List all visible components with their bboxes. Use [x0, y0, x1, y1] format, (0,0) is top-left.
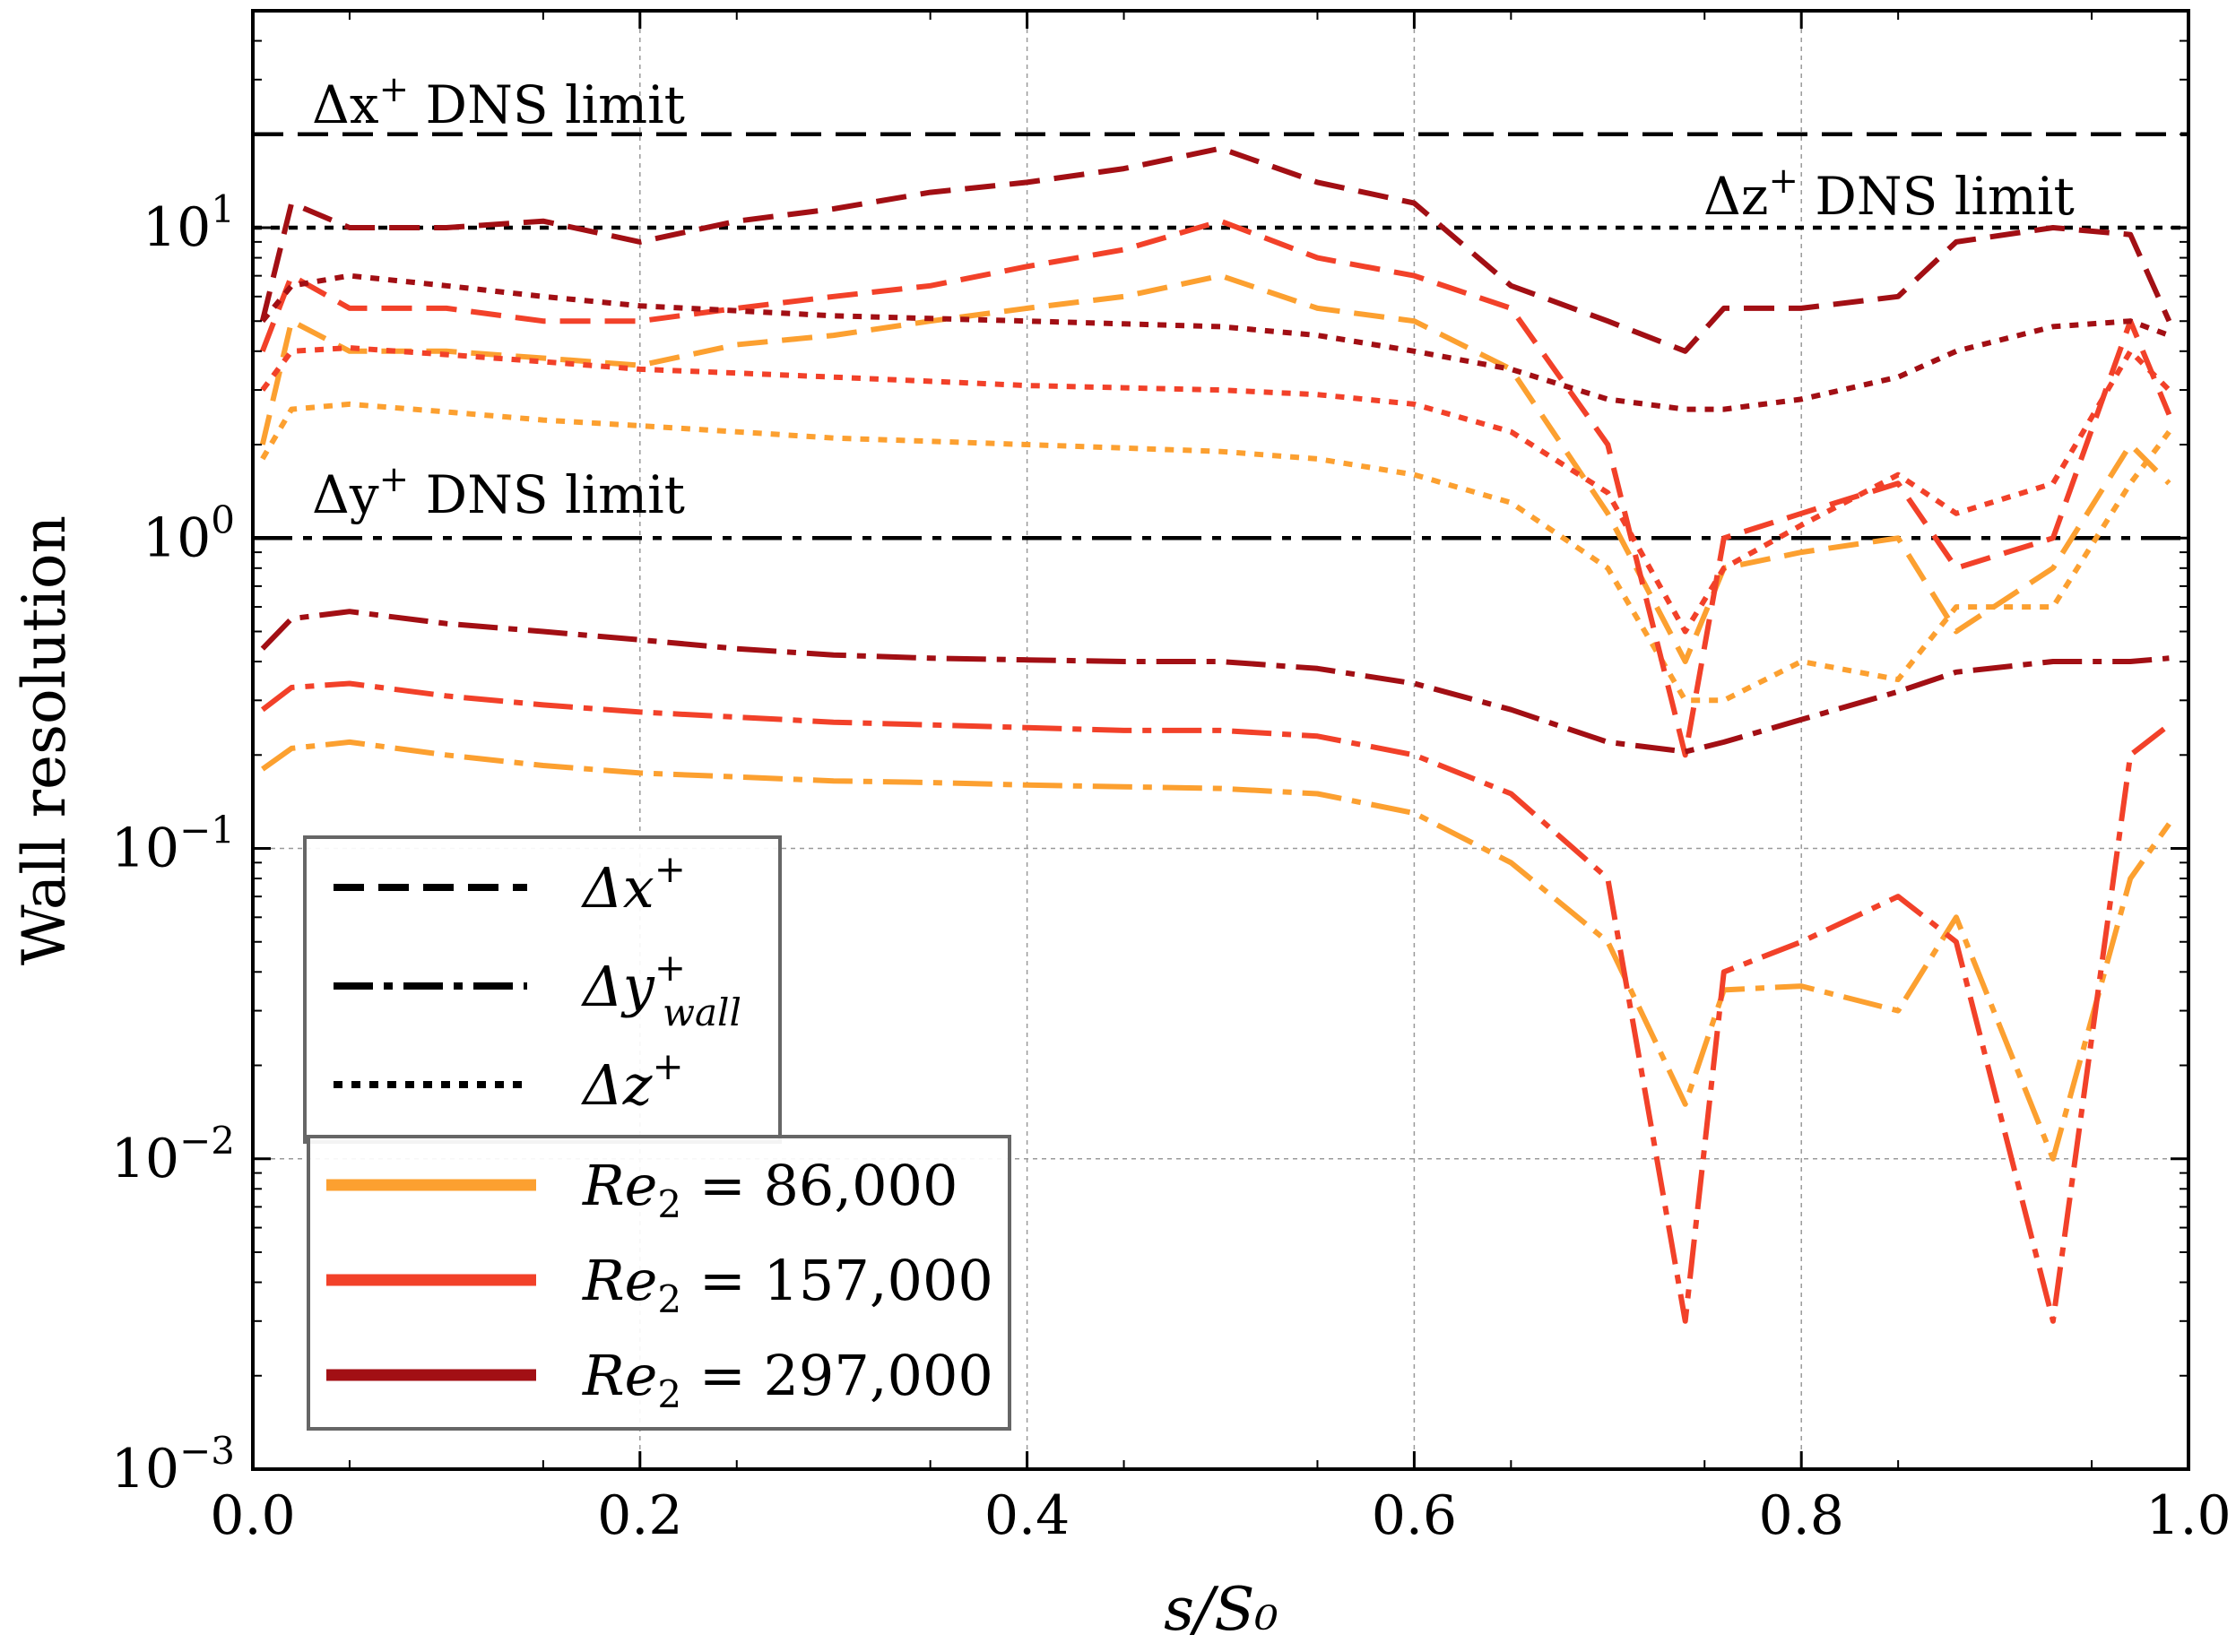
reference-lines	[253, 132, 2188, 541]
y-tick-label: 100	[143, 497, 235, 569]
series-line-dx-3	[259, 145, 2172, 354]
legend-style-label: Δy+ wall	[581, 946, 741, 1034]
legend-style-label: Δz+	[581, 1044, 684, 1118]
series-lines	[259, 145, 2172, 1324]
series-line-dy-3	[260, 609, 2170, 755]
x-tick-label: 0.6	[1372, 1484, 1457, 1547]
series-line-dz-2	[260, 345, 2171, 635]
annotation-dz-limit: Δz+ DNS limit	[1703, 160, 2075, 227]
legend-series-label: Re2 = 157,000	[582, 1248, 993, 1321]
plot-frame	[251, 9, 2190, 1471]
series-line-dx-2	[260, 218, 2172, 758]
axis-ticks	[251, 10, 2190, 1471]
y-tick-label: 101	[143, 187, 235, 259]
x-tick-label: 0.2	[597, 1484, 682, 1547]
y-tick-label: 10−3	[111, 1429, 235, 1501]
x-tick-label: 0.8	[1758, 1484, 1843, 1547]
x-tick-labels: 0.0 0.2 0.4 0.6 0.8 1.0	[210, 1484, 2231, 1547]
annotation-dy-limit: Δy+ DNS limit	[312, 459, 685, 525]
legend-series-label: Re2 = 297,000	[582, 1343, 993, 1416]
y-tick-labels: 10−3 10−2 10−1 100 101	[111, 187, 235, 1501]
series-line-dx-1	[259, 272, 2171, 664]
y-axis-title: Wall resolution	[10, 515, 79, 965]
series-line-dz-3	[260, 272, 2171, 412]
x-axis-title: s/S₀	[1164, 1575, 1278, 1644]
series-line-dy-2	[260, 680, 2171, 1324]
x-tick-label: 0.0	[210, 1484, 295, 1547]
y-tick-label: 10−1	[111, 809, 235, 880]
legend-series-label: Re2 = 86,000	[582, 1153, 958, 1226]
legend-box-styles	[303, 835, 782, 1144]
legend: Δx+ Δy+ wall Δz+ Re2 = 86,000 Re2 = 157,000 Re…	[303, 835, 1011, 1431]
limit-annotations: Δx+ DNS limit Δz+ DNS limit Δy+ DNS limi…	[312, 69, 2075, 525]
series-line-dz-1	[260, 401, 2171, 704]
annotation-dx-limit: Δx+ DNS limit	[312, 69, 685, 135]
series-line-dy-1	[261, 739, 2171, 1162]
legend-style-label: Δx+	[581, 847, 686, 921]
grid-lines	[253, 11, 2188, 1469]
y-tick-label: 10−2	[111, 1119, 235, 1190]
x-tick-label: 1.0	[2145, 1484, 2231, 1547]
x-tick-label: 0.4	[984, 1484, 1070, 1547]
